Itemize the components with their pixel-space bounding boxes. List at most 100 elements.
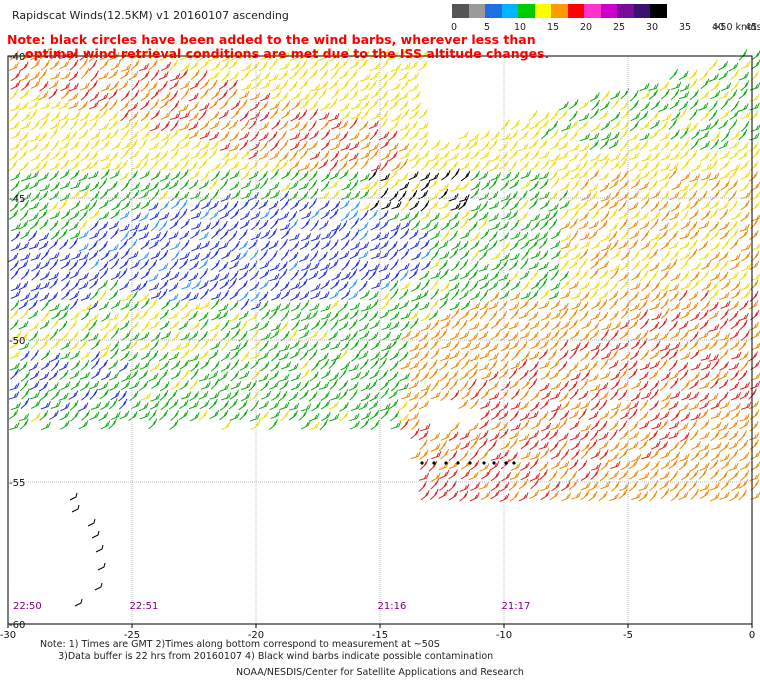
wind-barb (18, 149, 28, 161)
wind-barb (160, 340, 170, 351)
wind-barb (598, 440, 609, 450)
wind-barb (369, 392, 380, 402)
wind-barb (398, 190, 407, 202)
wind-barb (358, 250, 369, 260)
wind-barb (469, 310, 479, 322)
wind-barb (198, 158, 208, 170)
wind-barb (78, 243, 89, 252)
wind-barb (129, 260, 140, 270)
wind-barb (199, 192, 210, 202)
wind-barb (660, 400, 670, 411)
legend-swatch (551, 4, 568, 18)
wind-barb (479, 301, 490, 311)
wind-barb (379, 173, 390, 182)
wind-barb (10, 180, 20, 192)
wind-barb (659, 180, 670, 190)
wind-barb (259, 300, 269, 311)
wind-barb (149, 211, 160, 221)
wind-barb (10, 290, 21, 299)
wind-barb (619, 482, 630, 492)
wind-barb (399, 263, 410, 272)
wind-barb (49, 303, 60, 312)
wind-barb (539, 200, 550, 210)
wind-barb (610, 268, 619, 280)
wind-barb (658, 103, 669, 112)
wind-barb (381, 322, 392, 331)
wind-barb (649, 239, 659, 251)
wind-barb (478, 379, 488, 391)
wind-barb (529, 331, 539, 342)
wind-barb (610, 342, 621, 352)
lon-tick-label: -30 (0, 630, 16, 641)
wind-barb (178, 399, 189, 410)
wind-barb (19, 140, 29, 151)
wind-barb (100, 83, 111, 92)
wind-barb (600, 101, 610, 111)
wind-barb (538, 262, 549, 271)
wind-barb (548, 291, 560, 300)
wind-barb (321, 231, 332, 240)
wind-barb (40, 299, 50, 311)
wind-barb (311, 360, 320, 372)
wind-barb (38, 161, 48, 172)
wind-barb (598, 399, 608, 411)
wind-barb (749, 110, 759, 121)
wind-barb (439, 480, 449, 491)
wind-barb (368, 179, 379, 190)
wind-barb (450, 422, 460, 432)
wind-barb (250, 211, 261, 220)
wind-barb (659, 380, 669, 391)
wind-barb (289, 260, 299, 272)
wind-barb (418, 361, 428, 372)
wind-barb (240, 351, 250, 362)
wind-barb (598, 220, 608, 231)
wind-barb (660, 190, 670, 202)
wind-barb (549, 140, 560, 150)
wind-barb (739, 452, 750, 462)
wind-barb (678, 101, 689, 111)
wind-barb (19, 242, 30, 251)
wind-barb (620, 351, 631, 362)
wind-barb (268, 342, 279, 352)
wind-barb (430, 472, 441, 482)
wind-barb (420, 239, 430, 250)
wind-barb (489, 460, 500, 471)
wind-barb (538, 238, 548, 249)
wind-barb (748, 321, 759, 331)
wind-barb (731, 281, 741, 292)
wind-barb (628, 319, 639, 330)
wind-barb (749, 439, 759, 450)
wind-barb (618, 390, 628, 401)
wind-barb (419, 350, 430, 362)
wind-barb (110, 209, 120, 220)
wind-barb (190, 340, 200, 352)
wind-barb (619, 441, 629, 451)
wind-barb (680, 432, 690, 442)
wind-barb (220, 319, 230, 331)
wind-barb (280, 310, 290, 322)
wind-barb (488, 301, 499, 310)
wind-barb (51, 310, 61, 320)
wind-barb (278, 92, 289, 102)
wind-barb (661, 250, 670, 262)
wind-barb (298, 323, 309, 332)
wind-barb (709, 172, 720, 181)
wind-barb (320, 399, 331, 410)
wind-barb (550, 311, 562, 320)
wind-barb (620, 402, 632, 412)
wind-barb (719, 221, 730, 231)
wind-barb (278, 261, 288, 272)
wind-barb (408, 412, 420, 421)
wind-barb (9, 121, 20, 130)
wind-barb (420, 180, 431, 192)
wind-barb (298, 109, 308, 121)
wind-barb (60, 219, 70, 230)
wind-barb (519, 461, 530, 471)
wind-barb (239, 90, 250, 100)
wind-barb (731, 482, 741, 492)
wind-barb (150, 393, 161, 402)
wind-barb (120, 248, 130, 260)
wind-barb (530, 391, 540, 402)
wind-barb (179, 380, 189, 391)
wind-barb (179, 122, 190, 131)
